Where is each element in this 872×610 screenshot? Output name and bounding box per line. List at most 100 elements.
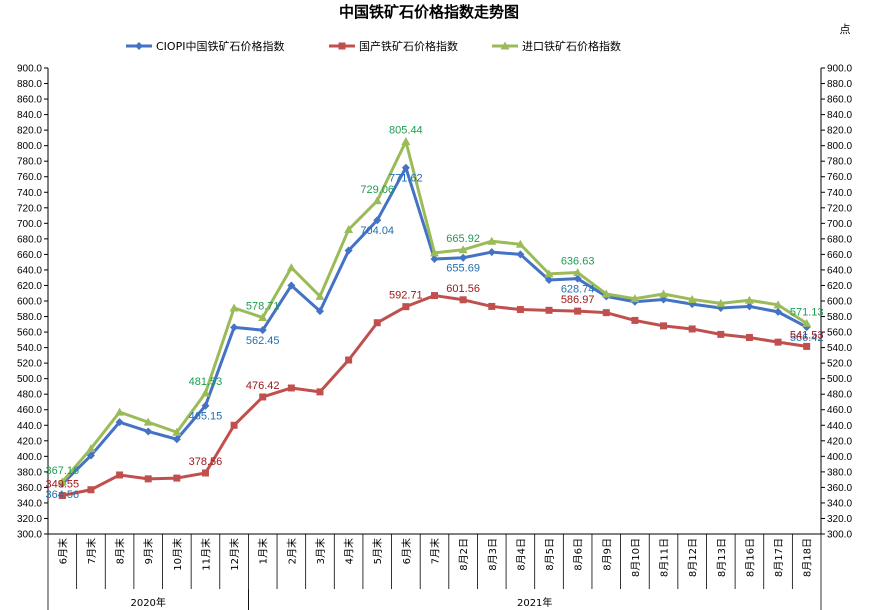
y-tick-label-left: 600.0: [17, 297, 42, 308]
data-point: [200, 388, 210, 397]
data-point: [258, 313, 268, 322]
y-tick-label-left: 320.0: [17, 514, 42, 525]
y-tick-label-right: 700.0: [827, 219, 852, 230]
y-tick-label-left: 500.0: [17, 374, 42, 385]
x-tick-label: 8月11日: [659, 538, 671, 577]
y-tick-label-left: 560.0: [17, 328, 42, 339]
data-point: [430, 255, 439, 264]
data-point: [287, 384, 295, 392]
data-point: [401, 163, 410, 172]
x-tick-label: 12月末: [228, 538, 241, 571]
legend-label: CIOPI中国铁矿石价格指数: [156, 39, 284, 53]
y-tick-label-left: 460.0: [17, 405, 42, 416]
y-tick-label-left: 340.0: [17, 498, 42, 509]
data-point: [688, 325, 696, 333]
y-tick-label-left: 300.0: [17, 530, 42, 541]
y-tick-label-left: 520.0: [17, 359, 42, 370]
y-tick-label-left: 380.0: [17, 467, 42, 478]
legend-label: 国产铁矿石价格指数: [359, 39, 458, 53]
data-point: [744, 295, 754, 304]
y-tick-label-right: 780.0: [827, 157, 852, 168]
data-label: 481.53: [189, 376, 223, 388]
series-1: [58, 163, 811, 488]
x-tick-label: 1月末: [257, 538, 270, 564]
y-tick-label-left: 820.0: [17, 126, 42, 137]
data-point: [115, 407, 125, 416]
legend-marker: [338, 42, 346, 50]
series-3: [57, 136, 812, 486]
data-label: 729.06: [360, 184, 394, 196]
data-point: [745, 302, 754, 311]
data-point: [172, 435, 181, 444]
data-point: [458, 245, 468, 254]
data-label: 771.62: [389, 173, 423, 185]
data-point: [774, 307, 783, 316]
data-point: [345, 356, 353, 364]
y-tick-label-right: 400.0: [827, 452, 852, 463]
data-label: 378.56: [189, 456, 223, 468]
y-tick-label-left: 800.0: [17, 141, 42, 152]
x-tick-label: 8月12日: [687, 538, 699, 577]
y-tick-label-right: 520.0: [827, 359, 852, 370]
y-tick-label-right: 640.0: [827, 265, 852, 276]
x-tick-label: 6月末: [400, 538, 413, 564]
data-point: [573, 274, 582, 283]
legend-item: 国产铁矿石价格指数: [329, 39, 458, 53]
data-point: [373, 216, 382, 225]
x-tick-label: 3月末: [314, 538, 327, 564]
y-tick-label-left: 880.0: [17, 79, 42, 90]
data-label: 562.45: [246, 335, 280, 347]
y-tick-label-left: 640.0: [17, 265, 42, 276]
data-label: 476.42: [246, 380, 280, 392]
data-label: 636.63: [561, 256, 595, 268]
data-point: [258, 326, 267, 335]
y-tick-label-right: 760.0: [827, 172, 852, 183]
y-tick-label-right: 320.0: [827, 514, 852, 525]
data-point: [716, 298, 726, 307]
data-labels: 364.56 465.15 562.45 704.04 771.62 655.69 628.…: [45, 124, 823, 500]
y-tick-label-right: 480.0: [827, 390, 852, 401]
series-2: [58, 292, 811, 500]
data-point: [660, 322, 668, 330]
data-label: 367.16: [45, 465, 79, 477]
x-tick-label: 8月17日: [773, 538, 785, 577]
y-tick-label-right: 600.0: [827, 297, 852, 308]
y-tick-label-right: 660.0: [827, 250, 852, 261]
data-point: [803, 342, 811, 350]
y-tick-label-left: 420.0: [17, 436, 42, 447]
data-label: 364.56: [45, 489, 79, 501]
x-tick-label: 8月10日: [630, 538, 642, 577]
data-label: 601.56: [446, 283, 480, 295]
y-tick-label-left: 620.0: [17, 281, 42, 292]
y-tick-label-left: 360.0: [17, 483, 42, 494]
legend-label: 进口铁矿石价格指数: [522, 39, 621, 53]
legend-marker: [135, 42, 143, 50]
y-tick-label-left: 440.0: [17, 421, 42, 432]
y-tick-label-right: 420.0: [827, 436, 852, 447]
data-label: 628.74: [561, 284, 595, 296]
data-point: [344, 246, 353, 255]
y-tick-label-right: 720.0: [827, 203, 852, 214]
legend-item: CIOPI中国铁矿石价格指数: [126, 39, 284, 53]
data-point: [602, 309, 610, 317]
y-tick-label-left: 780.0: [17, 157, 42, 168]
x-tick-label: 8月13日: [716, 538, 728, 577]
data-point: [229, 303, 239, 312]
y-tick-label-right: 560.0: [827, 328, 852, 339]
data-point: [315, 307, 324, 316]
legend: CIOPI中国铁矿石价格指数 国产铁矿石价格指数 进口铁矿石价格指数: [126, 39, 621, 53]
data-point: [172, 427, 182, 436]
data-point: [516, 250, 525, 259]
y-tick-label-left: 860.0: [17, 95, 42, 106]
data-point: [630, 294, 640, 303]
data-label: 566.42: [790, 332, 824, 344]
y-tick-label-left: 700.0: [17, 219, 42, 230]
y-tick-label-left: 580.0: [17, 312, 42, 323]
y-tick-label-left: 680.0: [17, 234, 42, 245]
x-tick-label: 8月末: [114, 538, 127, 564]
data-point: [86, 444, 96, 453]
data-point: [401, 136, 411, 145]
data-point: [143, 417, 153, 426]
x-tick-label: 8月18日: [802, 538, 814, 577]
